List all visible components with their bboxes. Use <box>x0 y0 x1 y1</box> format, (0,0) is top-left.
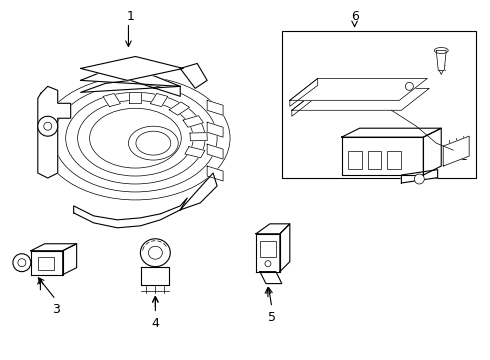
Bar <box>368 151 382 169</box>
Polygon shape <box>260 272 282 284</box>
Ellipse shape <box>141 239 171 267</box>
Bar <box>388 151 401 169</box>
Text: 2: 2 <box>459 150 467 163</box>
Circle shape <box>13 254 31 272</box>
Polygon shape <box>207 166 223 181</box>
Polygon shape <box>129 91 142 103</box>
Polygon shape <box>81 80 180 96</box>
Polygon shape <box>63 244 76 275</box>
Text: 1: 1 <box>126 10 134 23</box>
Polygon shape <box>74 198 187 228</box>
Circle shape <box>38 116 58 136</box>
Bar <box>38 257 54 270</box>
Polygon shape <box>256 224 290 234</box>
Ellipse shape <box>128 126 178 160</box>
Ellipse shape <box>434 48 448 54</box>
Polygon shape <box>292 88 429 110</box>
Text: 3: 3 <box>52 303 60 316</box>
Polygon shape <box>103 94 121 107</box>
Text: 4: 4 <box>151 317 159 330</box>
Polygon shape <box>81 57 183 80</box>
Polygon shape <box>401 170 438 183</box>
Polygon shape <box>256 234 280 272</box>
Polygon shape <box>150 94 168 107</box>
Polygon shape <box>423 128 441 175</box>
Polygon shape <box>185 147 205 158</box>
Polygon shape <box>290 78 318 106</box>
Polygon shape <box>443 136 469 166</box>
Polygon shape <box>180 63 207 88</box>
Text: 5: 5 <box>268 311 276 324</box>
Polygon shape <box>280 224 290 272</box>
Polygon shape <box>207 144 223 159</box>
Polygon shape <box>38 86 71 178</box>
Polygon shape <box>142 267 169 285</box>
Polygon shape <box>81 68 180 86</box>
Polygon shape <box>290 78 427 100</box>
Text: 6: 6 <box>351 10 359 23</box>
Polygon shape <box>31 244 76 251</box>
Bar <box>260 241 276 257</box>
Bar <box>282 31 476 178</box>
Polygon shape <box>292 88 319 116</box>
Polygon shape <box>190 132 207 141</box>
Polygon shape <box>169 102 190 115</box>
Polygon shape <box>436 50 446 71</box>
Polygon shape <box>180 173 217 210</box>
Circle shape <box>415 174 424 184</box>
Polygon shape <box>207 122 223 137</box>
Polygon shape <box>183 116 203 127</box>
Polygon shape <box>31 251 63 275</box>
Bar <box>347 151 362 169</box>
Polygon shape <box>342 137 423 175</box>
Polygon shape <box>207 100 223 115</box>
Polygon shape <box>342 128 441 137</box>
